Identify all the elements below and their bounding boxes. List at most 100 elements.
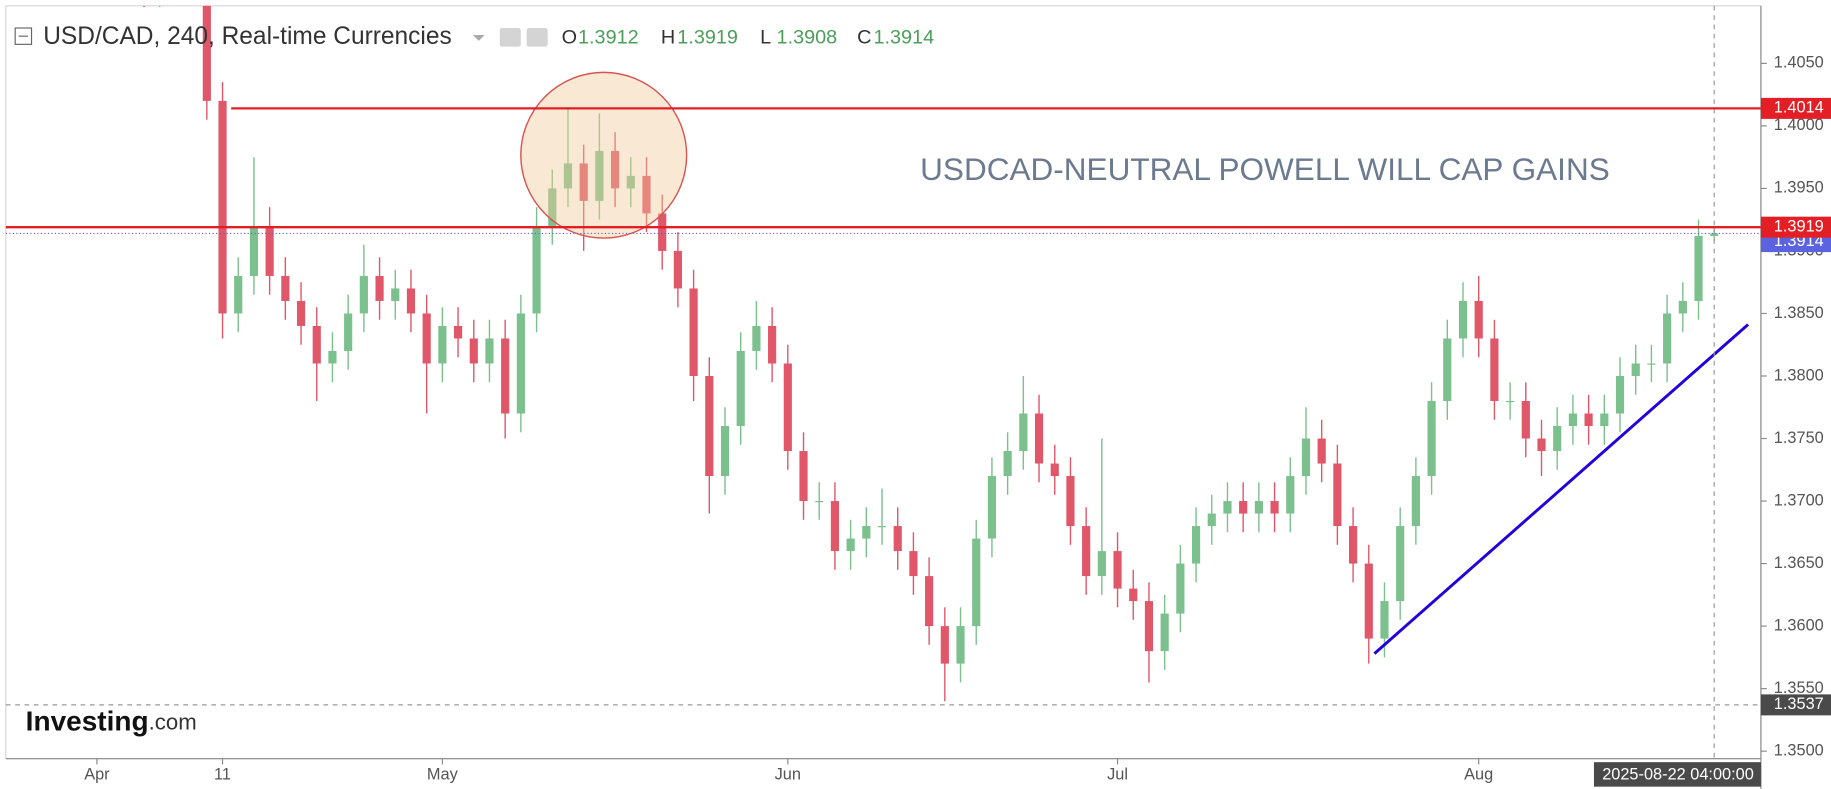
ohlc-letter: O — [562, 27, 577, 49]
x-tick-label: Jul — [1107, 765, 1128, 783]
trend-line — [1373, 323, 1750, 655]
level-price-label: 1.4014 — [1774, 99, 1824, 117]
candle-body — [249, 225, 259, 276]
candle-body — [1663, 313, 1672, 364]
y-tick-label: 1.3600 — [1774, 616, 1824, 634]
y-tick-label: 1.4000 — [1774, 116, 1824, 134]
chart-title: USD/CAD, 240, Real-time Currencies — [43, 23, 452, 50]
y-tick-label: 1.3750 — [1774, 429, 1824, 447]
ohlc-value: 1.3914 — [873, 27, 934, 49]
candle-body — [391, 288, 400, 301]
candle-body — [1537, 438, 1546, 452]
candle-body — [1129, 588, 1138, 602]
candle-body — [783, 363, 792, 452]
y-tick-label: 1.3700 — [1774, 491, 1824, 509]
candle-body — [501, 338, 510, 414]
y-tick-label: 1.3650 — [1774, 554, 1824, 572]
x-tick-label: May — [427, 765, 459, 783]
candle-body — [406, 288, 416, 314]
candle-body — [972, 538, 981, 627]
ohlc-value: 1.3919 — [677, 27, 738, 49]
candle-body — [265, 225, 274, 276]
candle-body — [1050, 463, 1059, 477]
ohlc-letter: C — [857, 27, 871, 49]
candle-body — [752, 325, 761, 351]
level-price-box — [1760, 97, 1831, 119]
candle-body — [815, 501, 824, 503]
overlay — [520, 71, 1750, 655]
level-price-box — [1760, 216, 1831, 238]
candle-body — [626, 175, 635, 189]
candle-body — [234, 275, 243, 314]
candle-body — [1333, 463, 1342, 527]
ohlc-value: 1.3912 — [578, 27, 639, 49]
candle-body — [218, 100, 227, 314]
candle-body — [909, 551, 918, 577]
candle-body — [1223, 501, 1232, 514]
ohlc-letter: H — [661, 27, 675, 49]
candle-body — [1019, 413, 1028, 452]
candle-body — [1490, 338, 1499, 402]
candle-body — [438, 325, 447, 364]
candle-body — [422, 313, 431, 364]
candle-body — [1631, 363, 1640, 376]
candle-body — [1160, 613, 1169, 652]
settings-icon[interactable] — [526, 28, 548, 47]
candle-body — [312, 325, 321, 364]
dropdown-arrow[interactable] — [472, 35, 485, 41]
candle-body — [516, 313, 525, 414]
candle-body — [1301, 438, 1311, 477]
candle-body — [1286, 476, 1295, 514]
level-price-label: 1.3919 — [1774, 217, 1824, 235]
candle-body — [768, 325, 777, 364]
candle-body — [202, 5, 211, 101]
candle-body — [1615, 375, 1625, 414]
candle-body — [1364, 563, 1373, 639]
brand-main: Investing — [26, 706, 149, 737]
candle-body — [1270, 501, 1279, 514]
candle-body — [846, 538, 855, 552]
candle-body — [579, 163, 588, 201]
candle-body — [925, 576, 934, 627]
candle-body — [736, 350, 745, 427]
candle-body — [1568, 413, 1577, 427]
crosshair-time-label: 2025-08-22 04:00:00 — [1602, 765, 1754, 783]
brand-suffix: .com — [149, 710, 197, 735]
candle-body — [1600, 413, 1609, 427]
candle-body — [1144, 601, 1154, 652]
y-tick-label: 1.3550 — [1774, 679, 1824, 697]
candle-body — [469, 338, 478, 364]
candle-body — [281, 275, 290, 301]
candle-body — [956, 626, 965, 664]
candle-body — [658, 213, 667, 251]
candle-body — [1254, 501, 1263, 514]
candle-body — [1647, 363, 1656, 365]
candle-body — [705, 375, 714, 477]
candle-body — [1317, 438, 1326, 464]
plot-area — [143, 5, 1719, 702]
candle-body — [862, 526, 871, 539]
candle-body — [1458, 300, 1468, 339]
candle-body — [689, 288, 698, 376]
y-tick-label: 1.3800 — [1774, 366, 1824, 384]
candle-body — [453, 325, 463, 339]
crosshair-time-box — [1593, 762, 1761, 787]
legend-header: USD/CAD, 240, Real-time Currencies O 1.39… — [14, 23, 934, 50]
candle-body — [344, 313, 353, 351]
candle-body — [940, 626, 949, 664]
candle-body — [642, 175, 651, 214]
brand-logo: Investing.com — [26, 706, 197, 737]
candle-body — [1239, 501, 1248, 514]
candle-body — [1348, 526, 1358, 564]
x-tick-label: Aug — [1464, 765, 1493, 783]
candle-body — [893, 526, 902, 552]
candle-body — [548, 188, 557, 226]
candle-body — [1443, 338, 1452, 402]
eye-icon[interactable] — [499, 28, 521, 47]
candle-body — [1066, 476, 1075, 527]
candle-body — [1207, 513, 1216, 527]
candle-body — [485, 338, 494, 364]
candle-body — [1710, 233, 1719, 236]
